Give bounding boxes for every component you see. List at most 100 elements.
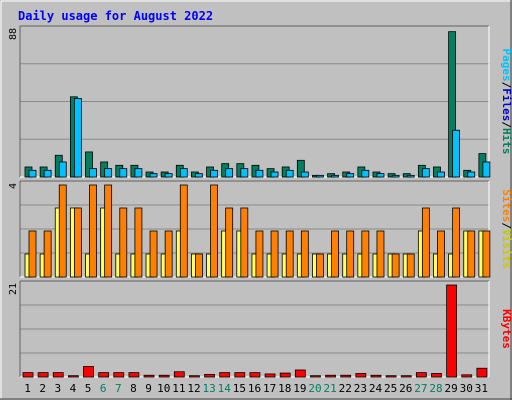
x-tick-label: 8 bbox=[130, 382, 137, 395]
x-tick-label: 3 bbox=[55, 382, 62, 395]
files-bar bbox=[482, 161, 491, 178]
files-bar bbox=[452, 129, 461, 178]
visits-bar bbox=[240, 207, 249, 278]
kbytes-bar bbox=[128, 372, 140, 378]
visits-bar bbox=[134, 207, 143, 278]
visits-bar bbox=[43, 230, 52, 278]
kbytes-bar bbox=[249, 372, 261, 378]
x-tick-label: 30 bbox=[460, 382, 473, 395]
kbytes-bar bbox=[22, 372, 34, 378]
x-tick-label: 4 bbox=[70, 382, 77, 395]
kbytes-bar bbox=[400, 375, 412, 378]
files-bar bbox=[406, 174, 415, 178]
kbytes-bar bbox=[431, 373, 442, 378]
visits-bar bbox=[119, 207, 128, 278]
legend-entry: / bbox=[500, 82, 512, 89]
hits-bar bbox=[85, 151, 93, 178]
x-tick-label: 7 bbox=[115, 382, 122, 395]
kbytes-bar bbox=[52, 372, 64, 378]
visits-bar bbox=[316, 253, 324, 278]
kbytes-bar bbox=[370, 374, 382, 378]
kbytes-bar bbox=[234, 372, 246, 378]
visits-bar bbox=[331, 230, 339, 278]
x-tick-label: 17 bbox=[263, 382, 276, 395]
kbytes-bar bbox=[113, 372, 125, 378]
x-tick-label: 20 bbox=[308, 382, 321, 395]
x-tick-label: 5 bbox=[85, 382, 92, 395]
files-bar bbox=[285, 169, 294, 178]
legend-entry: KBytes bbox=[500, 309, 512, 349]
x-axis-labels: 1 2 3 4 5 6 7 8 9 10 11 12 13 14 15 16 17 18 19 20 21 22 23 24 2… bbox=[24, 382, 488, 395]
x-tick-label: 1 bbox=[24, 382, 31, 395]
x-tick-label: 23 bbox=[354, 382, 367, 395]
panel-hits: 88 Pages/Files/Hits bbox=[8, 25, 512, 178]
x-tick-label: 9 bbox=[145, 382, 152, 395]
x-tick-label: 10 bbox=[157, 382, 170, 395]
visits-bar bbox=[195, 253, 203, 278]
kbytes-bar bbox=[355, 373, 367, 378]
visits-bar bbox=[255, 230, 264, 278]
x-tick-label: 12 bbox=[187, 382, 200, 395]
visits-bar bbox=[225, 207, 234, 278]
files-bar bbox=[164, 173, 173, 178]
legend-entry: Pages bbox=[500, 49, 512, 82]
files-bar bbox=[316, 174, 324, 178]
legend: Pages/Files/Hits bbox=[500, 49, 512, 155]
files-bar bbox=[437, 171, 445, 178]
kbytes-bar bbox=[415, 372, 427, 378]
legend-entry: Visits bbox=[500, 229, 512, 269]
visits-bar bbox=[179, 184, 188, 278]
x-tick-label: 22 bbox=[339, 382, 352, 395]
visits-bar bbox=[346, 230, 355, 278]
kbytes-bar bbox=[143, 374, 155, 378]
files-bar bbox=[346, 173, 355, 178]
x-tick-label: 21 bbox=[324, 382, 337, 395]
x-tick-label: 13 bbox=[202, 382, 215, 395]
x-tick-label: 29 bbox=[445, 382, 458, 395]
visits-bar bbox=[270, 230, 279, 278]
visits-bar bbox=[89, 184, 97, 278]
legend-entry: / bbox=[500, 222, 512, 229]
visits-bar bbox=[376, 230, 385, 278]
panel-visits: 4 Sites/Visits bbox=[8, 180, 512, 278]
x-tick-label: 11 bbox=[172, 382, 185, 395]
kbytes-bar bbox=[67, 375, 79, 378]
visits-bar bbox=[391, 253, 400, 278]
x-tick-label: 26 bbox=[399, 382, 412, 395]
kbytes-bar bbox=[279, 372, 291, 378]
legend: Sites/Visits bbox=[500, 189, 512, 269]
kbytes-bar bbox=[476, 367, 488, 378]
hits-bar bbox=[296, 159, 305, 178]
kbytes-bar bbox=[294, 369, 306, 378]
files-bar bbox=[270, 171, 279, 178]
kbytes-bar bbox=[189, 375, 200, 378]
kbytes-bar bbox=[219, 372, 231, 378]
y-axis-max-label: 88 bbox=[8, 28, 19, 40]
kbytes-bar bbox=[264, 373, 276, 378]
x-tick-label: 31 bbox=[475, 382, 488, 395]
panel-kbytes: 21 KBytes bbox=[8, 280, 512, 378]
files-bar bbox=[391, 174, 400, 178]
files-bar bbox=[331, 174, 339, 178]
files-bar bbox=[104, 168, 113, 178]
visits-bar bbox=[421, 207, 430, 278]
kbytes-bar bbox=[158, 374, 170, 378]
x-tick-label: 14 bbox=[218, 382, 232, 395]
files-bar bbox=[210, 169, 218, 178]
files-bar bbox=[89, 168, 97, 178]
x-tick-label: 19 bbox=[293, 382, 306, 395]
files-bar bbox=[149, 173, 158, 178]
visits-bar bbox=[73, 207, 82, 278]
visits-bar bbox=[482, 230, 491, 278]
visits-bar bbox=[210, 184, 218, 278]
files-bar bbox=[225, 168, 234, 178]
files-bar bbox=[195, 173, 203, 178]
files-bar bbox=[240, 168, 249, 178]
files-bar bbox=[73, 98, 82, 178]
visits-bar bbox=[164, 230, 173, 278]
visits-bar bbox=[361, 230, 370, 278]
kbytes-bar bbox=[446, 284, 458, 378]
files-bar bbox=[361, 169, 370, 178]
visits-bar bbox=[28, 230, 37, 278]
files-bar bbox=[43, 169, 52, 178]
